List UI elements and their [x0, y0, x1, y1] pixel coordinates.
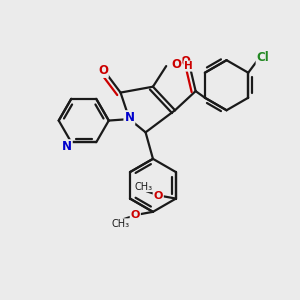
Text: Cl: Cl	[256, 52, 269, 64]
Text: O: O	[172, 58, 182, 71]
Text: CH₃: CH₃	[112, 219, 130, 229]
Text: CH₃: CH₃	[134, 182, 153, 192]
Text: O: O	[98, 64, 108, 77]
Text: H: H	[184, 61, 193, 71]
Text: O: O	[180, 55, 190, 68]
Text: O: O	[154, 190, 163, 201]
Text: O: O	[130, 210, 140, 220]
Text: N: N	[62, 140, 72, 153]
Text: N: N	[124, 111, 134, 124]
